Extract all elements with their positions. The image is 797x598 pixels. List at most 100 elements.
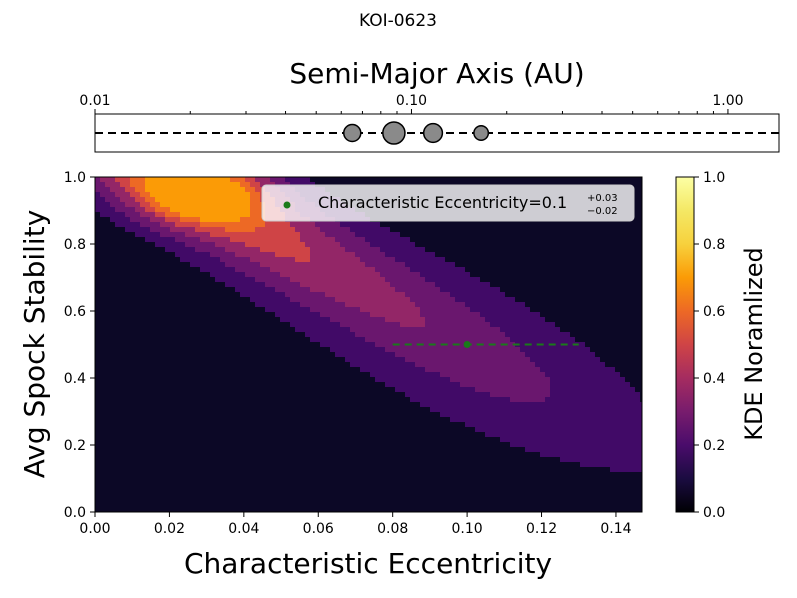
kde-cell [150,177,156,183]
kde-cell [130,402,136,408]
kde-cell [585,307,591,313]
kde-cell [165,307,171,313]
kde-cell [200,202,206,208]
kde-cell [445,242,451,248]
kde-cell [250,207,256,213]
kde-cell [305,282,311,288]
kde-cell [390,377,396,383]
kde-cell [180,177,186,183]
kde-cell [550,362,556,368]
kde-cell [480,382,486,388]
kde-cell [245,192,251,198]
kde-cell [485,232,491,238]
kde-cell [300,372,306,378]
kde-cell [105,367,111,373]
kde-cell [125,222,131,228]
kde-cell [370,327,376,333]
kde-cell [235,352,241,358]
kde-cell [180,277,186,283]
kde-cell [140,352,146,358]
kde-cell [490,357,496,363]
kde-cell [625,322,631,328]
kde-cell [385,262,391,268]
kde-cell [435,237,441,243]
kde-cell [415,252,421,258]
kde-cell [295,242,301,248]
kde-cell [275,297,281,303]
kde-cell [150,372,156,378]
kde-cell [150,382,156,388]
kde-cell [295,337,301,343]
kde-cell [625,352,631,358]
kde-cell [410,347,416,353]
kde-cell [95,302,101,308]
kde-cell [335,372,341,378]
kde-cell [305,322,311,328]
kde-cell [165,227,171,233]
kde-cell [510,352,516,358]
kde-cell [205,232,211,238]
kde-cell [360,227,366,233]
kde-cell [430,307,436,313]
kde-cell [425,362,431,368]
kde-cell [365,252,371,258]
kde-cell [620,357,626,363]
kde-cell [400,372,406,378]
kde-cell [525,277,531,283]
kde-cell [165,382,171,388]
kde-cell [115,322,121,328]
kde-cell [610,382,616,388]
kde-cell [180,182,186,188]
kde-cell [255,227,261,233]
kde-cell [365,312,371,318]
kde-cell [245,367,251,373]
kde-cell [175,272,181,278]
kde-cell [250,187,256,193]
kde-cell [560,347,566,353]
kde-cell [240,242,246,248]
kde-cell [255,312,261,318]
kde-cell [155,187,161,193]
kde-cell [345,282,351,288]
kde-cell [595,327,601,333]
kde-cell [185,182,191,188]
kde-cell [475,382,481,388]
kde-cell [260,267,266,273]
kde-cell [140,297,146,303]
kde-cell [545,377,551,383]
kde-cell [520,367,526,373]
kde-cell [385,367,391,373]
kde-cell [425,177,431,183]
kde-cell [180,332,186,338]
kde-cell [530,262,536,268]
kde-cell [630,292,636,298]
kde-cell [390,232,396,238]
kde-cell [485,307,491,313]
kde-cell [450,372,456,378]
kde-cell [475,302,481,308]
kde-cell [130,337,136,343]
kde-cell [515,227,521,233]
kde-cell [525,297,531,303]
kde-cell [385,237,391,243]
kde-cell [380,257,386,263]
kde-cell [510,177,516,183]
kde-cell [505,227,511,233]
kde-cell [525,357,531,363]
kde-cell [630,287,636,293]
kde-cell [490,347,496,353]
kde-cell [350,342,356,348]
kde-cell [625,392,631,398]
kde-cell [495,267,501,273]
kde-cell [145,317,151,323]
kde-cell [610,242,616,248]
kde-cell [545,277,551,283]
kde-cell [115,272,121,278]
kde-cell [200,387,206,393]
kde-cell [615,387,621,393]
kde-cell [640,207,642,213]
kde-cell [285,332,291,338]
kde-cell [145,202,151,208]
kde-cell [395,272,401,278]
kde-cell [365,327,371,333]
